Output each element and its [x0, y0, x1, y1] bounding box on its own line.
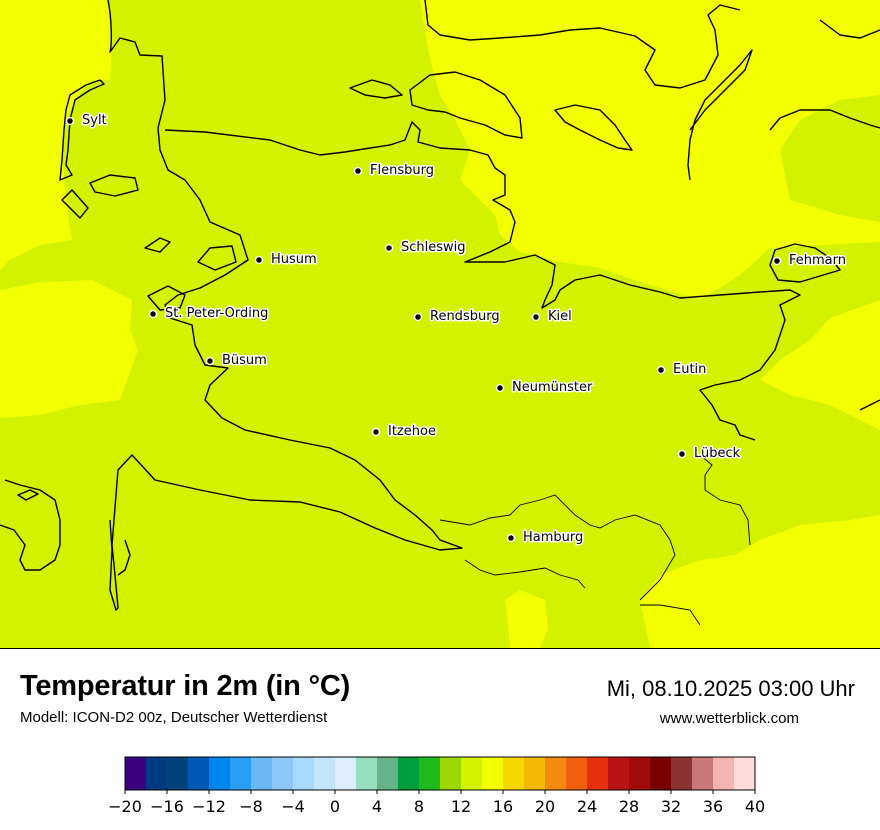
- color-legend-tick-label: 16: [493, 797, 513, 816]
- color-legend-swatch: [482, 757, 504, 790]
- svg-text:Lübeck: Lübeck: [694, 446, 741, 461]
- svg-text:Neumünster: Neumünster: [512, 380, 593, 395]
- model-info: Modell: ICON-D2 00z, Deutscher Wetterdie…: [20, 709, 328, 726]
- color-legend-swatch: [608, 757, 630, 790]
- color-legend-tick-label: −4: [281, 797, 305, 816]
- city-itzehoe: Itzehoe: [371, 423, 437, 441]
- svg-text:Flensburg: Flensburg: [370, 163, 434, 178]
- color-legend-swatch: [293, 757, 315, 790]
- color-legend-swatch: [734, 757, 756, 790]
- svg-text:Itzehoe: Itzehoe: [388, 424, 436, 439]
- city-husum: Husum: [254, 251, 318, 269]
- color-legend-swatch: [125, 757, 147, 790]
- color-legend-swatch: [671, 757, 693, 790]
- city-hamburg: Hamburg: [506, 529, 585, 547]
- city-markers: Sylt Flensburg Schleswig Husum St. Peter…: [65, 112, 848, 547]
- color-legend-tick-label: 40: [745, 797, 765, 816]
- color-legend-swatch: [356, 757, 378, 790]
- svg-text:Kiel: Kiel: [548, 309, 572, 324]
- color-legend-swatches: [125, 757, 756, 790]
- color-legend-swatch: [692, 757, 714, 790]
- color-legend-swatch: [377, 757, 399, 790]
- color-legend-tick-label: 4: [372, 797, 382, 816]
- color-legend-tick-label: 32: [661, 797, 681, 816]
- svg-text:Eutin: Eutin: [673, 362, 706, 377]
- svg-text:St. Peter-Ording: St. Peter-Ording: [165, 306, 268, 321]
- temperature-map: Sylt Flensburg Schleswig Husum St. Peter…: [0, 0, 880, 649]
- color-legend-swatch: [650, 757, 672, 790]
- color-legend-swatch: [566, 757, 588, 790]
- color-legend-swatch: [209, 757, 231, 790]
- svg-text:Sylt: Sylt: [82, 113, 107, 128]
- city-st-peter-ording: St. Peter-Ording: [148, 305, 270, 323]
- color-legend-swatch: [419, 757, 441, 790]
- color-legend-frame: [124, 756, 756, 791]
- color-legend-swatch: [629, 757, 651, 790]
- svg-text:Büsum: Büsum: [222, 353, 267, 368]
- forecast-datetime: Mi, 08.10.2025 03:00 Uhr: [606, 676, 855, 701]
- color-legend-swatch: [524, 757, 546, 790]
- color-legend-tick-label: −12: [192, 797, 226, 816]
- color-legend-swatch: [398, 757, 420, 790]
- website-link[interactable]: www.wetterblick.com: [659, 710, 799, 727]
- city-luebeck: Lübeck: [677, 445, 742, 463]
- city-neumuenster: Neumünster: [495, 379, 594, 397]
- coastlines: [0, 0, 880, 611]
- map-title: Temperatur in 2m (in °C): [20, 670, 351, 702]
- color-legend-swatch: [272, 757, 294, 790]
- temperature-field-16-20: [0, 0, 880, 648]
- color-legend-tick-label: −8: [239, 797, 263, 816]
- color-legend-swatch: [230, 757, 252, 790]
- svg-text:Hamburg: Hamburg: [523, 530, 583, 545]
- color-legend-tick-label: −20: [108, 797, 142, 816]
- color-legend-swatch: [314, 757, 336, 790]
- color-legend-tick-label: 36: [703, 797, 723, 816]
- color-legend-tick-label: 12: [451, 797, 471, 816]
- color-legend: −20 −16 −12 −8 −4 0 4 8 12 16 20 24 28 32 36 40: [108, 756, 765, 816]
- city-rendsburg: Rendsburg: [413, 308, 501, 326]
- color-legend-swatch: [587, 757, 609, 790]
- svg-text:Rendsburg: Rendsburg: [430, 309, 500, 324]
- color-legend-swatch: [335, 757, 357, 790]
- city-buesum: Büsum: [205, 352, 268, 370]
- color-legend-swatch: [146, 757, 168, 790]
- color-legend-tick-label: −16: [150, 797, 184, 816]
- city-flensburg: Flensburg: [353, 162, 435, 180]
- color-legend-tick-label: 20: [535, 797, 555, 816]
- color-legend-swatch: [545, 757, 567, 790]
- city-fehmarn: Fehmarn: [772, 252, 848, 270]
- city-kiel: Kiel: [531, 308, 573, 326]
- color-legend-swatch: [188, 757, 210, 790]
- color-legend-swatch: [167, 757, 189, 790]
- city-eutin: Eutin: [656, 361, 708, 379]
- color-legend-tick-label: 28: [619, 797, 639, 816]
- color-legend-swatch: [503, 757, 525, 790]
- color-legend-swatch: [713, 757, 735, 790]
- color-legend-tick-label: 24: [577, 797, 597, 816]
- state-borders: [439, 454, 751, 626]
- color-legend-ticks: −20 −16 −12 −8 −4 0 4 8 12 16 20 24 28 32 36 40: [108, 790, 765, 816]
- city-sylt: Sylt: [65, 112, 108, 130]
- svg-text:Fehmarn: Fehmarn: [789, 253, 846, 268]
- color-legend-swatch: [251, 757, 273, 790]
- color-legend-tick-label: 8: [414, 797, 424, 816]
- svg-text:Husum: Husum: [271, 252, 317, 267]
- svg-text:Schleswig: Schleswig: [401, 240, 466, 255]
- city-schleswig: Schleswig: [384, 239, 467, 257]
- color-legend-swatch: [440, 757, 462, 790]
- color-legend-swatch: [461, 757, 483, 790]
- color-legend-tick-label: 0: [330, 797, 340, 816]
